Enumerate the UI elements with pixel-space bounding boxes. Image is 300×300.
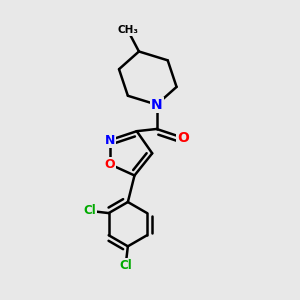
Text: Cl: Cl <box>83 204 96 218</box>
Text: N: N <box>151 98 163 112</box>
Text: Cl: Cl <box>119 259 132 272</box>
Text: N: N <box>105 134 115 146</box>
Text: O: O <box>105 158 116 171</box>
Text: O: O <box>177 131 189 145</box>
Text: CH₃: CH₃ <box>117 26 138 35</box>
